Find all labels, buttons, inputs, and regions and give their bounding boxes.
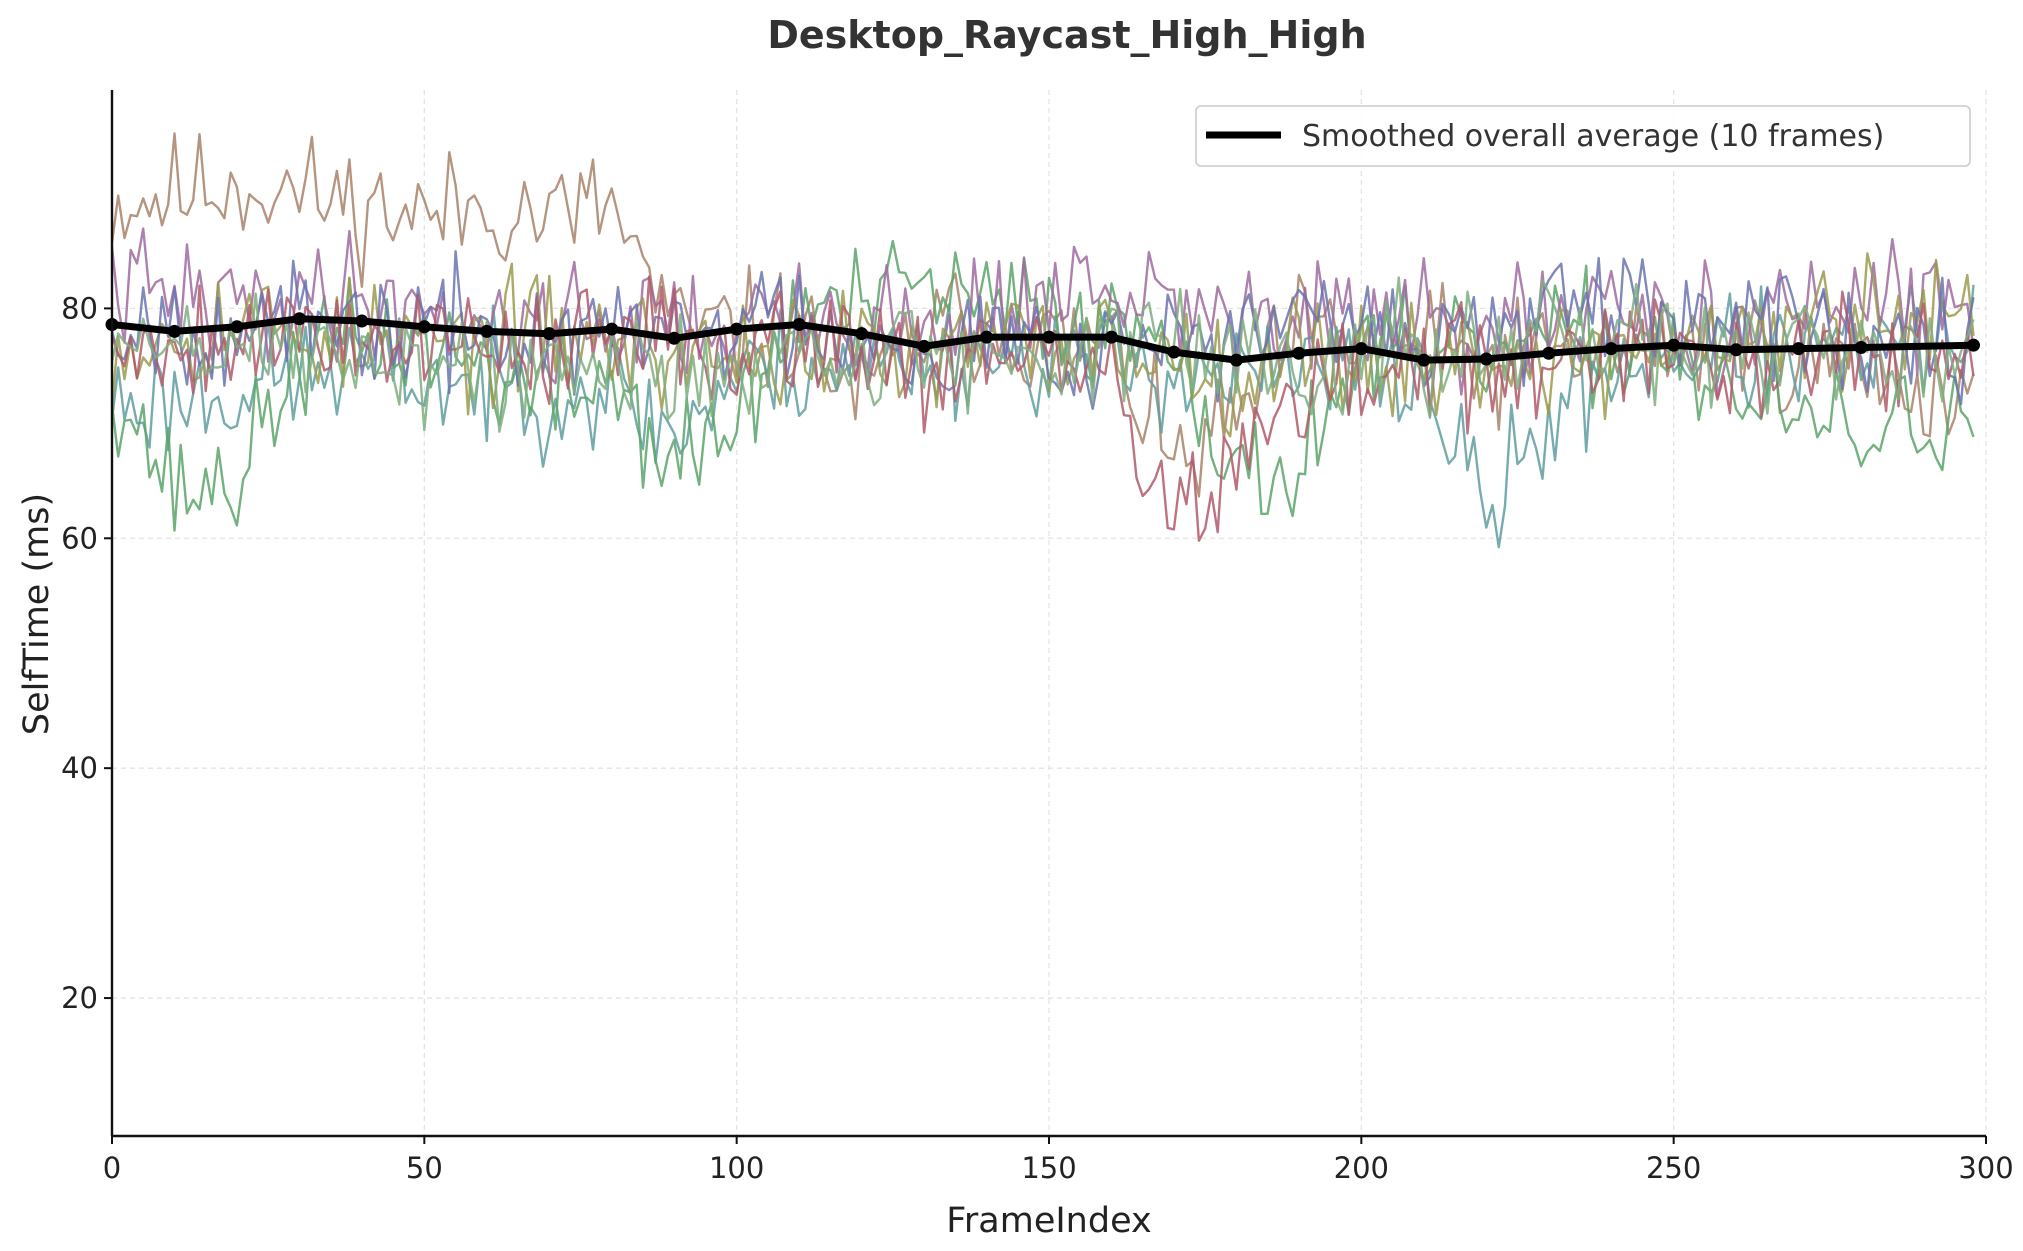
x-tick-label: 50 — [406, 1151, 443, 1185]
grid — [112, 90, 1987, 1136]
y-tick-label: 40 — [61, 751, 98, 785]
average-series-point — [730, 322, 744, 336]
average-series-group — [105, 312, 1981, 367]
x-tick-label: 0 — [103, 1151, 121, 1185]
run-series-line — [110, 276, 1975, 433]
average-series-point — [1604, 342, 1618, 356]
legend: Smoothed overall average (10 frames) — [1195, 105, 1971, 167]
average-series-point — [417, 320, 431, 334]
average-series-point — [1792, 342, 1806, 356]
x-tick-label: 150 — [1021, 1151, 1076, 1185]
average-series-point — [1354, 342, 1368, 356]
average-series-point — [667, 331, 681, 345]
y-tick-label: 20 — [61, 981, 98, 1015]
x-tick-label: 250 — [1646, 1151, 1701, 1185]
average-series-point — [980, 330, 994, 344]
average-series-point — [167, 324, 181, 338]
chart-title: Desktop_Raycast_High_High — [767, 13, 1366, 57]
average-series-point — [1967, 338, 1981, 352]
average-series-point — [1417, 353, 1431, 367]
x-tick-label: 300 — [1958, 1151, 2013, 1185]
average-series-point — [355, 314, 369, 328]
average-series-point — [792, 317, 806, 331]
y-ticks: 20 40 60 80 — [61, 291, 112, 1015]
average-series-point — [542, 327, 556, 341]
average-series-point — [855, 327, 869, 341]
run-series-group — [110, 132, 1975, 549]
x-tick-label: 100 — [709, 1151, 764, 1185]
average-series-point — [1229, 353, 1243, 367]
average-series-point — [230, 320, 244, 334]
average-series-line — [108, 315, 1977, 364]
average-series-point — [917, 339, 931, 353]
legend-box — [1195, 105, 1971, 167]
x-tick-label: 200 — [1334, 1151, 1389, 1185]
y-tick-label: 80 — [61, 291, 98, 325]
average-series-point — [480, 324, 494, 338]
average-series-point — [292, 312, 306, 326]
average-series-point — [1479, 352, 1493, 366]
y-axis-label: SelfTime (ms) — [17, 493, 57, 735]
average-series-point — [1729, 343, 1743, 357]
average-series-point — [1292, 346, 1306, 360]
run-series-line — [110, 275, 1975, 542]
y-tick-label: 60 — [61, 521, 98, 555]
average-series-point — [1854, 340, 1868, 354]
legend-entry-average: Smoothed overall average (10 frames) — [1302, 119, 1884, 154]
x-axis-label: FrameIndex — [946, 1201, 1151, 1241]
x-ticks: 0 50 100 150 200 250 300 — [103, 1136, 2014, 1185]
average-series-point — [1167, 345, 1181, 359]
average-series-point — [605, 322, 619, 336]
average-series-point — [1104, 330, 1118, 344]
average-series-point — [1542, 346, 1556, 360]
average-series-point — [1042, 330, 1056, 344]
average-series-point — [1667, 338, 1681, 352]
